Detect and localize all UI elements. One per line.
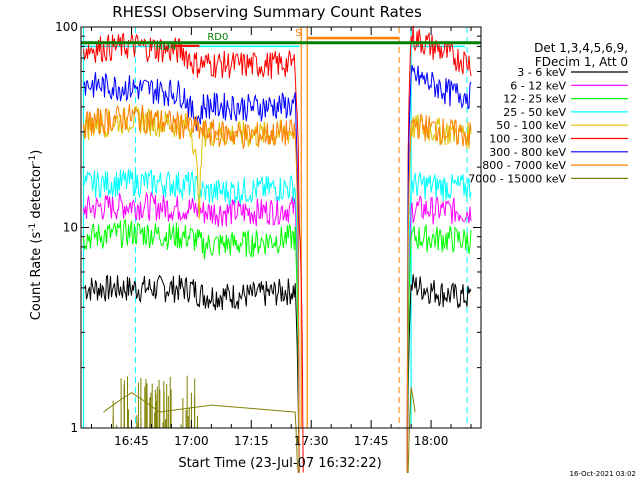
legend-label: 300 - 800 keV — [489, 146, 566, 159]
background-layer — [81, 27, 468, 428]
y-tick-label: 1 — [70, 421, 78, 435]
y-axis-label-sup1: -1 — [28, 223, 38, 232]
legend-label: 50 - 100 keV — [496, 119, 566, 132]
saa-annotation: S — [295, 28, 301, 39]
legend-label: 12 - 25 keV — [503, 93, 566, 106]
y-tick-label: 10 — [63, 221, 78, 235]
x-axis-label: Start Time (23-Jul-07 16:32:22) — [178, 456, 381, 471]
rd0-annotation: RD0 — [207, 32, 228, 43]
legend-header-line-2: FDecim 1, Att 0 — [535, 55, 628, 69]
legend-label: 25 - 50 keV — [503, 106, 566, 119]
y-axis-label-main: Count Rate (s — [29, 232, 44, 321]
legend-header-line-1: Det 1,3,4,5,6,9, — [534, 41, 628, 55]
series-layer: RD0 RD4 S — [81, 25, 481, 473]
y-axis-label-end: ) — [29, 150, 44, 155]
legend-label: 7000 - 15000 keV — [468, 172, 566, 185]
series-line — [103, 387, 416, 473]
y-axis-label-sup2: -1 — [28, 155, 38, 164]
series-line — [83, 104, 472, 473]
legend-label: 6 - 12 keV — [510, 79, 566, 92]
footer-timestamp: 16-Oct-2021 03:02 — [570, 470, 636, 478]
rd4-annotation: RD4 — [155, 42, 176, 53]
series-line — [83, 191, 472, 473]
series-line — [83, 274, 472, 473]
x-tick-label: 18:00 — [414, 434, 449, 448]
x-tick-label: 17:15 — [234, 434, 269, 448]
series-line — [83, 219, 472, 473]
legend-label: 100 - 300 keV — [489, 133, 566, 146]
frame-layer: 1 10 100 16:45 17:00 17:15 17:30 17:45 18:00 — [55, 20, 482, 448]
x-tick-label: 17:30 — [294, 434, 329, 448]
series-line — [83, 64, 472, 473]
y-axis-label-mid: detector — [29, 163, 44, 223]
x-tick-label: 17:45 — [354, 434, 389, 448]
y-axis-label: Count Rate (s-1 detector-1) — [28, 150, 44, 321]
legend-label: 800 - 7000 keV — [482, 159, 566, 172]
y-tick-label: 100 — [55, 20, 78, 34]
chart-title: RHESSI Observing Summary Count Rates — [112, 3, 422, 21]
legend-label: 3 - 6 keV — [517, 66, 566, 79]
series-line — [83, 168, 472, 473]
x-tick-label: 16:45 — [114, 434, 149, 448]
x-tick-label: 17:00 — [174, 434, 209, 448]
